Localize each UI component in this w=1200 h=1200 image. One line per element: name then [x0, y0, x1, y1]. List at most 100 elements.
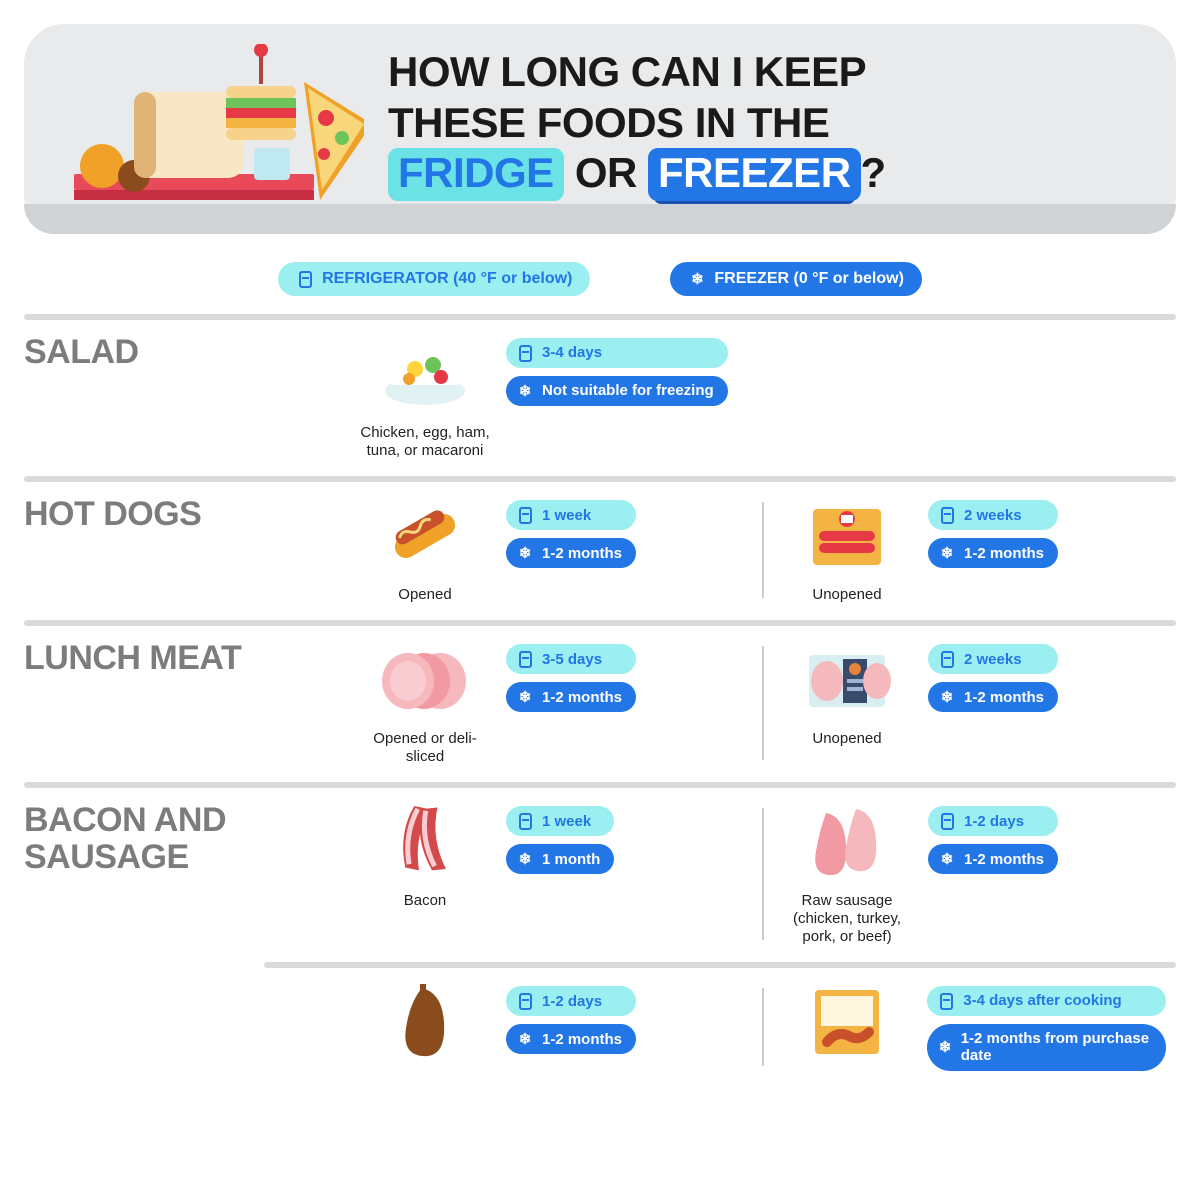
- snowflake-icon: [938, 688, 956, 706]
- freezer-duration-text: 1-2 months: [964, 851, 1044, 868]
- food-caption: Raw sausage (chicken, turkey, pork, or b…: [782, 892, 912, 946]
- fridge-duration-chip: 2 weeks: [928, 500, 1058, 530]
- snowflake-icon: [516, 688, 534, 706]
- legend-freezer-pill: FREEZER (0 °F or below): [670, 262, 922, 296]
- durations: 2 weeks 1-2 months: [928, 496, 1058, 568]
- legend-freezer-label: FREEZER (0 °F or below): [714, 270, 904, 288]
- fridge-icon: [941, 507, 954, 524]
- fridge-icon: [519, 651, 532, 668]
- section-title: HOT DOGS: [24, 496, 334, 533]
- food-art: Opened or deli-sliced: [360, 640, 490, 766]
- page-title: HOW LONG CAN I KEEP THESE FOODS IN THE F…: [388, 47, 1136, 200]
- fridge-duration-text: 1 week: [542, 507, 591, 524]
- food-caption: Bacon: [360, 892, 490, 910]
- fridge-duration-text: 3-5 days: [542, 651, 602, 668]
- freezer-duration-chip: 1-2 months: [928, 844, 1058, 874]
- snowflake-icon: [938, 850, 956, 868]
- section: LUNCH MEAT Opened or deli-sliced 3-5 days 1…: [24, 620, 1176, 766]
- title-line1: HOW LONG CAN I KEEP: [388, 48, 866, 95]
- freezer-duration-text: 1 month: [542, 851, 600, 868]
- freezer-duration-text: 1-2 months: [542, 1031, 622, 1048]
- section: SALAD Chicken, egg, ham, tuna, or macaron…: [24, 314, 1176, 460]
- meat-slices-icon: [360, 640, 490, 720]
- food-item: Bacon1 week1 month: [350, 802, 754, 946]
- fridge-icon: [940, 993, 953, 1010]
- title-freezer-highlight: FREEZER: [648, 148, 861, 200]
- fridge-icon: [519, 813, 532, 830]
- section-divider: [24, 314, 1176, 320]
- fridge-duration-text: 1-2 days: [964, 813, 1024, 830]
- food-art: Chicken, egg, ham, tuna, or macaroni: [360, 334, 490, 460]
- food-caption: Unopened: [782, 730, 912, 748]
- freezer-duration-chip: 1-2 months: [506, 682, 636, 712]
- fridge-duration-text: 2 weeks: [964, 651, 1022, 668]
- durations: 1 week 1-2 months: [506, 496, 636, 568]
- fridge-duration-chip: 1-2 days: [928, 806, 1058, 836]
- freezer-duration-text: 1-2 months: [542, 545, 622, 562]
- food-item: 3-4 days after cooking 1-2 months from pu…: [772, 982, 1176, 1072]
- fridge-duration-chip: 2 weeks: [928, 644, 1058, 674]
- section: 1-2 days 1-2 months 3-4 days after cooking…: [24, 962, 1176, 1072]
- section-title: LUNCH MEAT: [24, 640, 334, 677]
- food-art: Raw sausage (chicken, turkey, pork, or b…: [782, 802, 912, 946]
- fridge-icon: [519, 345, 532, 362]
- food-art: Bacon: [360, 802, 490, 910]
- food-art: Unopened: [782, 640, 912, 748]
- food-item: Opened or deli-sliced 3-5 days 1-2 months: [350, 640, 754, 766]
- fridge-duration-text: 3-4 days after cooking: [963, 992, 1121, 1009]
- freezer-duration-text: 1-2 months: [964, 689, 1044, 706]
- title-line2: THESE FOODS IN THE: [388, 99, 829, 146]
- food-caption: Unopened: [782, 586, 912, 604]
- sausage-box-icon: [782, 982, 911, 1062]
- food-art: Unopened: [782, 496, 912, 604]
- freezer-duration-chip: 1-2 months: [928, 538, 1058, 568]
- title-or: OR: [564, 149, 648, 196]
- vertical-separator: [762, 502, 764, 598]
- freezer-duration-chip: 1-2 months: [506, 1024, 636, 1054]
- legend-row: REFRIGERATOR (40 °F or below) FREEZER (0…: [24, 262, 1176, 296]
- durations: 1-2 days 1-2 months: [928, 802, 1058, 874]
- food-caption: Opened or deli-sliced: [360, 730, 490, 766]
- section-title: SALAD: [24, 334, 334, 371]
- freezer-duration-text: Not suitable for freezing: [542, 382, 714, 399]
- snowflake-icon: [516, 382, 534, 400]
- durations: 2 weeks 1-2 months: [928, 640, 1058, 712]
- legend-fridge-pill: REFRIGERATOR (40 °F or below): [278, 262, 590, 296]
- food-art: [782, 982, 911, 1072]
- food-art: [360, 982, 490, 1072]
- freezer-duration-text: 1-2 months: [542, 689, 622, 706]
- freezer-duration-text: 1-2 months: [964, 545, 1044, 562]
- sausage-raw-icon: [782, 802, 912, 882]
- section-divider: [24, 476, 1176, 482]
- fridge-icon: [519, 993, 532, 1010]
- freezer-duration-chip: Not suitable for freezing: [506, 376, 728, 406]
- vertical-separator: [762, 808, 764, 940]
- snowflake-icon: [937, 1038, 952, 1056]
- section-divider: [264, 962, 1176, 968]
- food-item: Unopened 2 weeks 1-2 months: [772, 496, 1176, 604]
- fridge-duration-text: 1-2 days: [542, 993, 602, 1010]
- fridge-duration-chip: 3-4 days: [506, 338, 728, 368]
- section-divider: [24, 782, 1176, 788]
- title-question: ?: [861, 149, 886, 196]
- title-fridge-highlight: FRIDGE: [388, 148, 564, 200]
- section: HOT DOGSOpened1 week1-2 monthsUnopened2 …: [24, 476, 1176, 604]
- fridge-icon: [299, 271, 312, 288]
- food-item: Opened1 week1-2 months: [350, 496, 754, 604]
- fridge-icon: [941, 651, 954, 668]
- durations: 3-4 days Not suitable for freezing: [506, 334, 728, 406]
- freezer-duration-chip: 1 month: [506, 844, 614, 874]
- fridge-duration-chip: 1 week: [506, 500, 636, 530]
- fridge-duration-text: 2 weeks: [964, 507, 1022, 524]
- food-item: Raw sausage (chicken, turkey, pork, or b…: [772, 802, 1176, 946]
- durations: 3-5 days 1-2 months: [506, 640, 636, 712]
- header-banner: HOW LONG CAN I KEEP THESE FOODS IN THE F…: [24, 24, 1176, 234]
- freezer-duration-chip: 1-2 months from purchase date: [927, 1024, 1166, 1071]
- sausage-dark-icon: [360, 982, 490, 1062]
- freezer-duration-chip: 1-2 months: [928, 682, 1058, 712]
- snowflake-icon: [938, 544, 956, 562]
- food-caption: Chicken, egg, ham, tuna, or macaroni: [360, 424, 490, 460]
- durations: 1-2 days 1-2 months: [506, 982, 636, 1054]
- snowflake-icon: [516, 544, 534, 562]
- food-item: Chicken, egg, ham, tuna, or macaroni 3-4 …: [350, 334, 1176, 460]
